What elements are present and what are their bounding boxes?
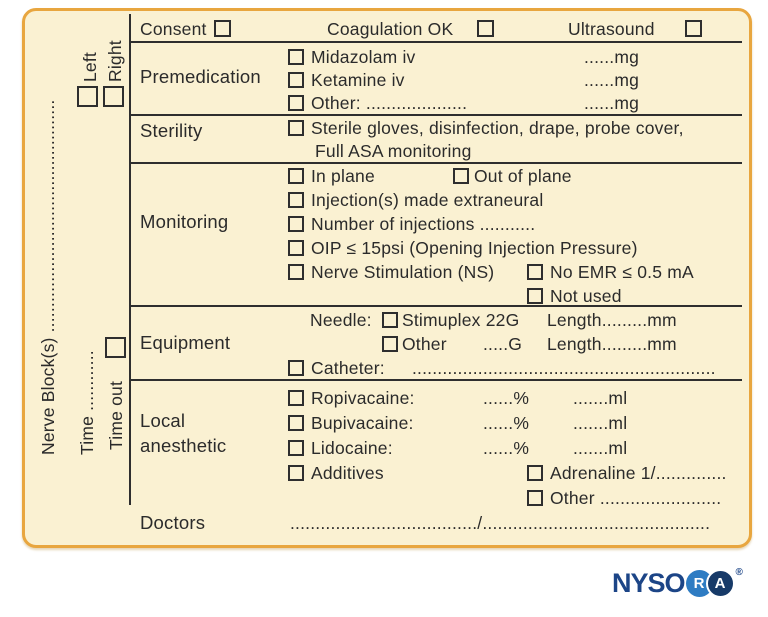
coagulation-checkbox[interactable] [477, 20, 494, 37]
lidocaine-ml-field: .......ml [573, 438, 628, 458]
nysora-r-letter: R [693, 574, 705, 592]
ropivacaine-ml-field: .......ml [573, 388, 628, 408]
needle-other-label: Other [402, 334, 447, 354]
premed-other-mg-field: ......mg [584, 93, 640, 113]
doctors-row-label: Doctors [140, 512, 206, 533]
local-anesthetic-row-label-line1: Local [140, 410, 186, 431]
needle-other-length-field: Length.........mm [547, 334, 677, 354]
rule-under-monitoring [130, 305, 742, 307]
sterility-line2: Full ASA monitoring [315, 141, 472, 161]
in-plane-label: In plane [311, 166, 375, 186]
nysora-a-badge: A [705, 568, 735, 598]
adrenaline-label: Adrenaline 1/.............. [550, 463, 727, 483]
nerve-stimulation-checkbox[interactable] [288, 264, 304, 280]
ns-not-used-checkbox[interactable] [527, 288, 543, 304]
needle-other-checkbox[interactable] [382, 336, 398, 352]
rule-under-premedication [130, 114, 742, 116]
lidocaine-label: Lidocaine: [311, 438, 393, 458]
nerve-blocks-label: Nerve Block(s) .........................… [38, 99, 58, 455]
bupivacaine-label: Bupivacaine: [311, 413, 414, 433]
premed-other-label: Other: .................... [311, 93, 468, 113]
extraneural-checkbox[interactable] [288, 192, 304, 208]
bupivacaine-checkbox[interactable] [288, 415, 304, 431]
no-emr-checkbox[interactable] [527, 264, 543, 280]
consent-label: Consent [140, 19, 207, 39]
premed-other-checkbox[interactable] [288, 95, 304, 111]
stimuplex-label: Stimuplex 22G [402, 310, 520, 330]
left-label: Left [80, 52, 100, 82]
lidocaine-checkbox[interactable] [288, 440, 304, 456]
premedication-row-label: Premedication [140, 66, 261, 87]
rule-under-equipment [130, 379, 742, 381]
equipment-row-label: Equipment [140, 332, 231, 353]
midazolam-checkbox[interactable] [288, 49, 304, 65]
time-out-checkbox[interactable] [105, 337, 126, 358]
rule-under-sterility [130, 162, 742, 164]
additives-label: Additives [311, 463, 384, 483]
table-vertical-rule [129, 14, 131, 505]
right-checkbox[interactable] [103, 86, 124, 107]
in-plane-checkbox[interactable] [288, 168, 304, 184]
oip-label: OIP ≤ 15psi (Opening Injection Pressure) [311, 238, 638, 258]
ropivacaine-label: Ropivacaine: [311, 388, 415, 408]
additives-checkbox[interactable] [288, 465, 304, 481]
ns-not-used-label: Not used [550, 286, 622, 306]
local-anesthetic-row-label-line2: anesthetic [140, 435, 227, 456]
ultrasound-label: Ultrasound [568, 19, 655, 39]
right-label: Right [105, 40, 125, 82]
adrenaline-checkbox[interactable] [527, 465, 543, 481]
needle-length-field: Length.........mm [547, 310, 677, 330]
time-label: Time ............ [77, 350, 97, 455]
midazolam-label: Midazolam iv [311, 47, 416, 67]
coagulation-label: Coagulation OK [327, 19, 454, 39]
nysora-a-letter: A [714, 574, 726, 592]
num-injections-checkbox[interactable] [288, 216, 304, 232]
ultrasound-checkbox[interactable] [685, 20, 702, 37]
out-of-plane-checkbox[interactable] [453, 168, 469, 184]
additives-other-label: Other ........................ [550, 488, 722, 508]
sterility-row-label: Sterility [140, 120, 203, 141]
nerve-stimulation-label: Nerve Stimulation (NS) [311, 262, 495, 282]
doctors-field: ...................................../..… [290, 513, 711, 533]
additives-other-checkbox[interactable] [527, 490, 543, 506]
no-emr-label: No EMR ≤ 0.5 mA [550, 262, 694, 282]
sterility-checkbox[interactable] [288, 120, 304, 136]
catheter-field: ........................................… [412, 358, 716, 378]
lidocaine-percent-field: ......% [483, 438, 530, 458]
needle-gauge-field: .....G [483, 334, 523, 354]
nysora-logo: NYSO R A ® [612, 567, 743, 599]
registered-mark: ® [735, 567, 743, 578]
needle-label: Needle: [310, 310, 372, 330]
bupivacaine-ml-field: .......ml [573, 413, 628, 433]
ketamine-mg-field: ......mg [584, 70, 640, 90]
catheter-label: Catheter: [311, 358, 385, 378]
out-of-plane-label: Out of plane [474, 166, 572, 186]
ropivacaine-percent-field: ......% [483, 388, 530, 408]
time-out-label: Time out [106, 380, 126, 450]
bupivacaine-percent-field: ......% [483, 413, 530, 433]
sterility-line1: Sterile gloves, disinfection, drape, pro… [311, 118, 684, 138]
nysora-wordmark: NYSO [612, 567, 686, 598]
midazolam-mg-field: ......mg [584, 47, 640, 67]
ropivacaine-checkbox[interactable] [288, 390, 304, 406]
left-checkbox[interactable] [77, 86, 98, 107]
ketamine-checkbox[interactable] [288, 72, 304, 88]
num-injections-label: Number of injections ........... [311, 214, 536, 234]
catheter-checkbox[interactable] [288, 360, 304, 376]
oip-checkbox[interactable] [288, 240, 304, 256]
ketamine-label: Ketamine iv [311, 70, 405, 90]
checklist-card [22, 8, 752, 548]
stimuplex-checkbox[interactable] [382, 312, 398, 328]
extraneural-label: Injection(s) made extraneural [311, 190, 544, 210]
monitoring-row-label: Monitoring [140, 211, 229, 232]
rule-under-header [130, 41, 742, 43]
consent-checkbox[interactable] [214, 20, 231, 37]
